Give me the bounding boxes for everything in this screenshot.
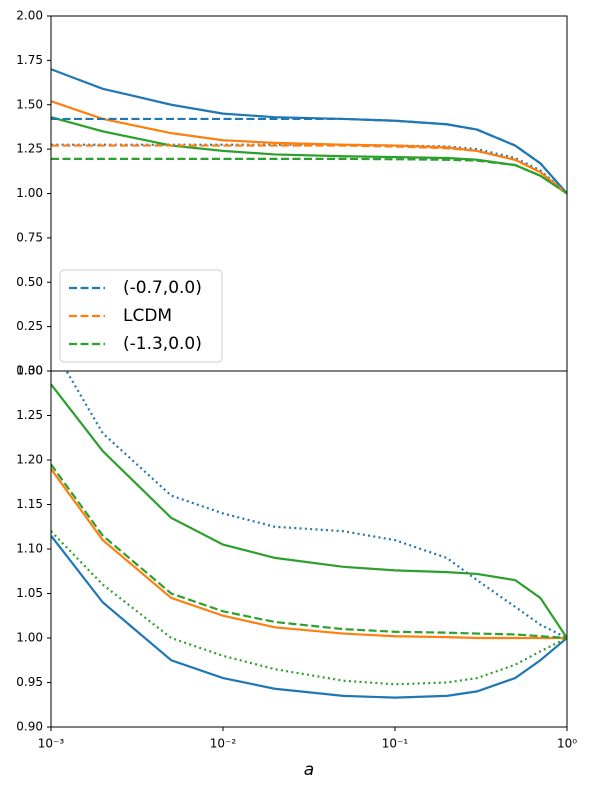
plot-area [51, 371, 567, 699]
y-tick-label: 0.25 [16, 319, 43, 333]
y-tick-label: 1.50 [16, 97, 43, 111]
y-tick-label: 0.75 [16, 230, 43, 244]
series-line [51, 468, 567, 640]
series-line [51, 68, 567, 195]
series-line [51, 100, 567, 195]
y-tick-label: 1.30 [16, 364, 43, 378]
series-line [51, 143, 567, 195]
y-tick-label: 0.50 [16, 275, 43, 289]
y-tick-label: 1.25 [16, 142, 43, 156]
y-tick-label: 1.20 [16, 453, 43, 467]
y-tick-label: 0.00 [16, 364, 43, 378]
y-tick-label: 0.95 [16, 675, 43, 689]
x-tick-label: 10⁰ [557, 737, 577, 751]
legend-box [59, 269, 223, 363]
legend-label: (-0.7,0.0) [123, 278, 202, 298]
x-tick-label: 10⁻² [210, 737, 237, 751]
y-tick-label: 1.15 [16, 497, 43, 511]
legend-label: LCDM [123, 306, 172, 326]
series-line [51, 463, 567, 640]
y-tick-label: 2.00 [16, 9, 43, 23]
x-axis-label: a [304, 760, 314, 780]
plot-area [51, 68, 567, 195]
y-tick-label: 1.00 [16, 631, 43, 645]
y-tick-label: 1.75 [16, 53, 43, 67]
y-tick-label: 1.10 [16, 542, 43, 556]
y-tick-label: 1.00 [16, 186, 43, 200]
y-tick-label: 1.05 [16, 586, 43, 600]
legend-label: (-1.3,0.0) [123, 334, 202, 354]
series-line [51, 116, 567, 195]
y-tick-label: 0.90 [16, 720, 43, 734]
series-line [51, 144, 567, 195]
y-tick-label: 1.25 [16, 408, 43, 422]
series-line [51, 157, 567, 195]
x-tick-label: 10⁻¹ [382, 737, 409, 751]
plot-frame [50, 370, 568, 728]
series-line [65, 371, 567, 639]
series-line [51, 530, 567, 686]
x-tick-label: 10⁻³ [38, 737, 65, 751]
series-line [51, 117, 567, 195]
series-line [51, 534, 567, 699]
series-line [51, 383, 567, 639]
